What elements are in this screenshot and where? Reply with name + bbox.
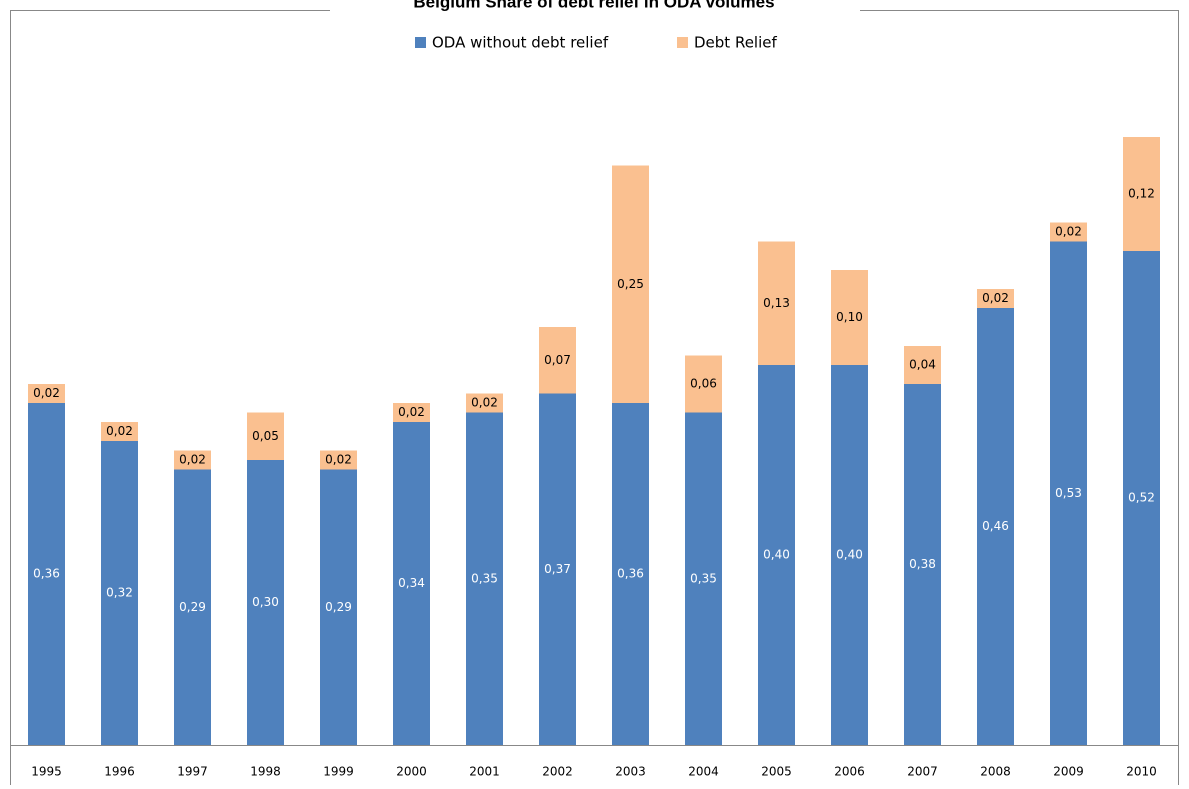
bar-segment — [101, 422, 138, 441]
x-tick-label: 2001 — [469, 765, 500, 779]
bar-segment — [539, 327, 576, 394]
x-tick-label: 2004 — [688, 765, 719, 779]
value-label: 0,02 — [982, 291, 1009, 305]
value-label: 0,02 — [179, 453, 206, 467]
bar-segment — [977, 289, 1014, 308]
bar-segment — [466, 393, 503, 413]
value-label: 0,02 — [1055, 225, 1082, 239]
legend-swatch — [677, 37, 688, 48]
bar-segment — [1123, 251, 1160, 745]
bar-segment — [28, 403, 65, 745]
bar-segment — [758, 365, 795, 745]
value-label: 0,35 — [690, 571, 717, 585]
bar-segment — [174, 450, 211, 470]
value-label: 0,06 — [690, 377, 717, 391]
x-tick-label: 2010 — [1126, 765, 1157, 779]
bar-segment — [977, 308, 1014, 745]
bar-segment — [758, 241, 795, 365]
value-label: 0,40 — [763, 548, 790, 562]
bar-segment — [320, 469, 357, 745]
chart-title: Belgium Share of debt relief in ODA volu… — [413, 0, 774, 11]
title-background — [330, 0, 860, 12]
bar-segment — [831, 365, 868, 745]
bar-segment — [101, 441, 138, 745]
bar-segment — [831, 270, 868, 365]
x-tick-label: 2002 — [542, 765, 573, 779]
value-label: 0,10 — [836, 310, 863, 324]
value-label: 0,36 — [617, 567, 644, 581]
x-tick-label: 2003 — [615, 765, 646, 779]
bar-segment — [247, 460, 284, 745]
x-tick-label: 1996 — [104, 765, 135, 779]
value-label: 0,02 — [325, 453, 352, 467]
x-tick-label: 2007 — [907, 765, 938, 779]
bar-segment — [28, 384, 65, 403]
value-label: 0,30 — [252, 595, 279, 609]
bar-segment — [320, 450, 357, 470]
value-label: 0,02 — [33, 386, 60, 400]
value-label: 0,05 — [252, 429, 279, 443]
bar-segment — [612, 165, 649, 403]
bar-segment — [1123, 137, 1160, 251]
x-tick-label: 2000 — [396, 765, 427, 779]
x-tick-label: 1999 — [323, 765, 354, 779]
value-label: 0,07 — [544, 353, 571, 367]
bar-segment — [174, 469, 211, 745]
bar-segment — [612, 403, 649, 745]
value-label: 0,04 — [909, 358, 936, 372]
value-label: 0,37 — [544, 562, 571, 576]
bar-segment — [904, 346, 941, 384]
legend-label: ODA without debt relief — [432, 34, 609, 52]
value-label: 0,13 — [763, 296, 790, 310]
x-tick-label: 2008 — [980, 765, 1011, 779]
value-label: 0,52 — [1128, 491, 1155, 505]
x-tick-label: 2005 — [761, 765, 792, 779]
x-tick-label: 2006 — [834, 765, 865, 779]
value-label: 0,12 — [1128, 187, 1155, 201]
value-label: 0,25 — [617, 277, 644, 291]
bar-segment — [539, 393, 576, 745]
bar-segment — [685, 355, 722, 413]
bar-segment — [466, 412, 503, 745]
value-label: 0,46 — [982, 519, 1009, 533]
bar-segment — [393, 403, 430, 422]
value-label: 0,38 — [909, 557, 936, 571]
value-label: 0,29 — [325, 600, 352, 614]
legend-label: Debt Relief — [694, 34, 777, 52]
x-tick-label: 1997 — [177, 765, 208, 779]
x-tick-label: 2009 — [1053, 765, 1084, 779]
value-label: 0,53 — [1055, 486, 1082, 500]
bar-segment — [247, 412, 284, 460]
bar-segment — [904, 384, 941, 745]
value-label: 0,02 — [106, 424, 133, 438]
bar-segment — [1050, 222, 1087, 242]
bar-segment — [685, 412, 722, 745]
value-label: 0,35 — [471, 571, 498, 585]
value-label: 0,32 — [106, 586, 133, 600]
legend-swatch — [415, 37, 426, 48]
value-label: 0,36 — [33, 567, 60, 581]
value-label: 0,02 — [471, 396, 498, 410]
value-label: 0,40 — [836, 548, 863, 562]
value-label: 0,34 — [398, 576, 425, 590]
bar-segment — [1050, 241, 1087, 745]
x-tick-label: 1998 — [250, 765, 281, 779]
x-tick-label: 1995 — [31, 765, 62, 779]
bar-segment — [393, 422, 430, 745]
value-label: 0,02 — [398, 405, 425, 419]
value-label: 0,29 — [179, 600, 206, 614]
